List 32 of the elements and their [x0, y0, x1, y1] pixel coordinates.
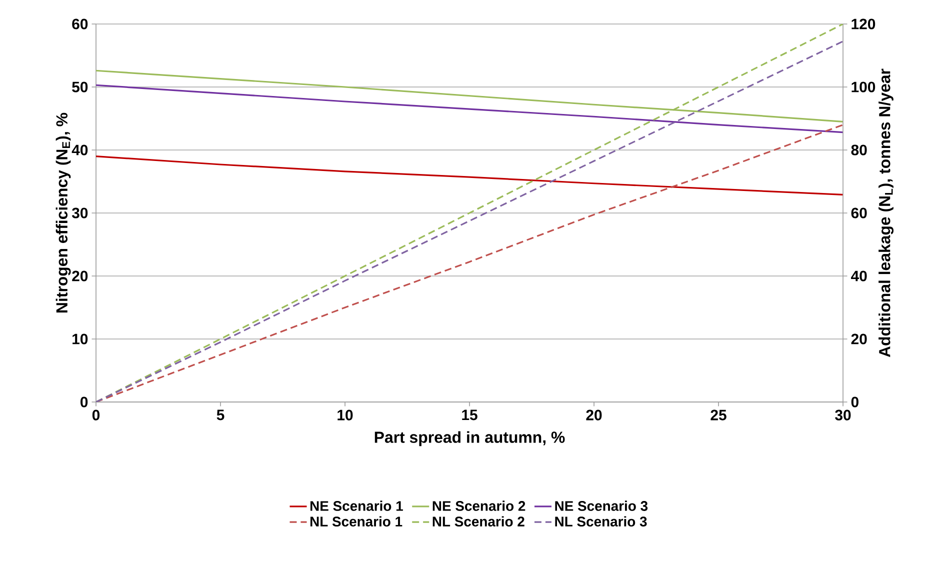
y-tick-label: 50 — [72, 82, 88, 92]
y2-tick-label: 80 — [851, 144, 867, 156]
x-tick-label: 25 — [710, 410, 726, 420]
y2-tick-label: 0 — [851, 396, 858, 408]
x-tick-label: 10 — [338, 410, 353, 420]
y-tick-label: 10 — [72, 334, 88, 344]
legend-label: NL Scenario 1 — [310, 516, 402, 527]
x-tick-label: 0 — [92, 410, 100, 420]
line-series — [96, 156, 844, 196]
legend-label: NE Scenario 3 — [555, 500, 648, 511]
y2-tick-label: 40 — [851, 270, 867, 282]
legend-label: NL Scenario 3 — [555, 516, 647, 527]
legend-label: NE Scenario 1 — [310, 500, 403, 511]
legend-label: NE Scenario 2 — [432, 500, 526, 511]
line-series — [96, 84, 844, 134]
y2-tick-label: 20 — [851, 334, 867, 344]
x-tick-label: 15 — [462, 410, 478, 420]
y-tick-label: 40 — [72, 144, 88, 156]
y2-tick-label: 60 — [851, 208, 867, 218]
x-tick-label: 30 — [835, 410, 851, 420]
y-axis-title: Nitrogen efficiency (N$_{E}$), % — [56, 112, 71, 312]
x-axis-title: Part spread in autumn, % — [374, 431, 565, 446]
y-tick-label: 30 — [72, 208, 88, 218]
y2-tick-label: 100 — [852, 82, 876, 92]
y-tick-label: 60 — [72, 18, 88, 30]
y2-tick-label: 120 — [852, 18, 876, 30]
legend-label: NL Scenario 2 — [432, 516, 524, 527]
x-tick-label: 5 — [216, 410, 224, 420]
x-tick-label: 20 — [586, 410, 602, 420]
y-tick-label: 20 — [72, 270, 88, 282]
y-tick-label: 0 — [80, 396, 88, 408]
y2-axis-title: Additional leakage (N$_{L}$), tonnes N/year — [878, 68, 894, 358]
